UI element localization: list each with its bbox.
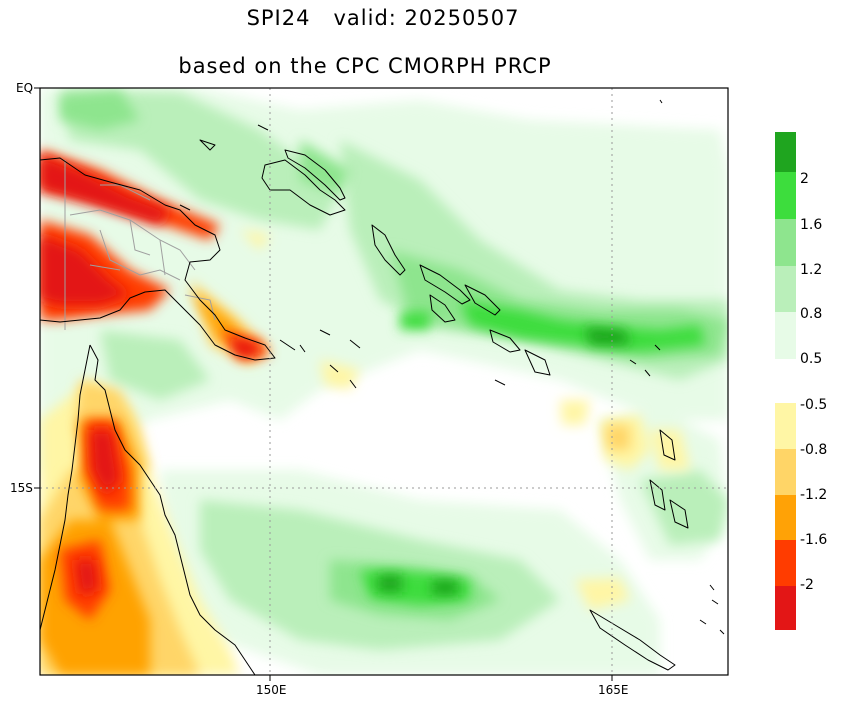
title-line-1: SPI24 valid: 20250507 [246, 6, 520, 30]
spi-wet-2 [378, 327, 630, 595]
cb-dry-4 [775, 540, 796, 586]
vanuatu-coast-1 [659, 429, 676, 461]
cb-dry-5 [775, 586, 796, 630]
cb-label-1.2: 1.2 [800, 262, 823, 278]
spi-field [40, 88, 728, 675]
lat-label-15s: 15S [10, 481, 33, 495]
cb-label-neg2: -2 [800, 577, 814, 593]
lon-label-165e: 165E [598, 683, 629, 697]
colorbar-wet [775, 132, 796, 359]
cb-wet-5 [775, 312, 796, 359]
new-ireland-coast [284, 149, 346, 201]
map-frame [39, 87, 729, 676]
vanuatu-coast-2 [649, 479, 666, 511]
islands-east [629, 99, 725, 635]
cb-label-neg0.8: -0.8 [800, 442, 828, 458]
cb-dry-1 [775, 403, 796, 449]
spi-dry-2 [40, 155, 258, 595]
cb-wet-2 [775, 172, 796, 219]
cb-label-2: 2 [800, 171, 809, 187]
cb-wet-4 [775, 266, 796, 312]
cb-label-0.8: 0.8 [800, 306, 823, 322]
solomons-coast-3 [429, 294, 456, 323]
cb-dry-3 [775, 495, 796, 540]
australia-coast [40, 344, 256, 675]
grid-lines [40, 88, 728, 675]
solomons-coast-2 [464, 284, 501, 316]
lat-label-eq: EQ [16, 81, 34, 95]
colorbar-dry [775, 403, 796, 630]
solomons-coast-4 [489, 329, 521, 353]
new-guinea-coast [40, 157, 276, 361]
bougainville-coast [371, 224, 406, 276]
cb-label-neg0.5: -0.5 [800, 397, 828, 413]
cb-wet-3 [775, 219, 796, 266]
lon-label-150e: 150E [256, 683, 287, 697]
new-britain-coast [261, 159, 346, 216]
solomons-coast-5 [524, 349, 551, 376]
cb-dry-2 [775, 449, 796, 495]
coastlines [40, 99, 725, 675]
cb-wet-1 [775, 132, 796, 172]
colorbar [775, 132, 796, 630]
cb-label-0.5: 0.5 [800, 351, 823, 367]
vanuatu-coast-3 [669, 499, 689, 529]
cb-label-neg1.2: -1.2 [800, 487, 828, 503]
new-caledonia-coast [589, 609, 676, 671]
solomons-coast-1 [419, 264, 471, 305]
islands-misc [179, 124, 506, 389]
title-line-2: based on the CPC CMORPH PRCP [178, 54, 552, 78]
cb-label-1.6: 1.6 [800, 217, 823, 233]
cb-label-neg1.6: -1.6 [800, 532, 828, 548]
